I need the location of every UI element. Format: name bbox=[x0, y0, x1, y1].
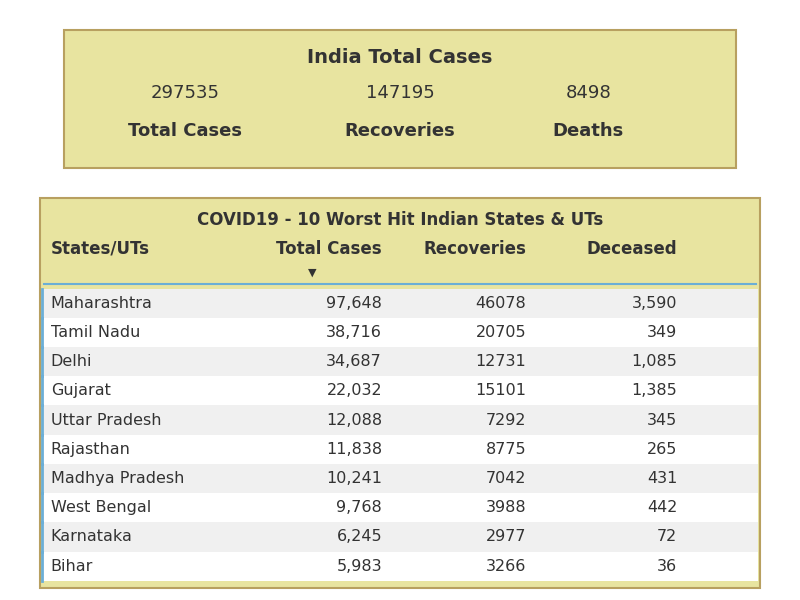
Text: 2977: 2977 bbox=[486, 529, 526, 544]
Text: 442: 442 bbox=[647, 500, 677, 515]
FancyBboxPatch shape bbox=[42, 464, 758, 493]
Text: 34,687: 34,687 bbox=[326, 354, 382, 369]
Text: 11,838: 11,838 bbox=[326, 442, 382, 457]
Text: 6,245: 6,245 bbox=[336, 529, 382, 544]
Text: Rajasthan: Rajasthan bbox=[51, 442, 130, 457]
Text: 349: 349 bbox=[647, 325, 677, 340]
Text: 7292: 7292 bbox=[486, 413, 526, 428]
Text: 38,716: 38,716 bbox=[326, 325, 382, 340]
FancyBboxPatch shape bbox=[42, 318, 758, 347]
Text: 3,590: 3,590 bbox=[632, 296, 677, 311]
Text: Gujarat: Gujarat bbox=[51, 383, 110, 398]
Text: 431: 431 bbox=[647, 471, 677, 486]
FancyBboxPatch shape bbox=[40, 198, 760, 588]
Text: Bihar: Bihar bbox=[51, 559, 93, 574]
Text: 1,085: 1,085 bbox=[631, 354, 677, 369]
Text: Deceased: Deceased bbox=[586, 240, 677, 258]
FancyBboxPatch shape bbox=[42, 551, 758, 581]
FancyBboxPatch shape bbox=[42, 376, 758, 406]
Text: 5,983: 5,983 bbox=[336, 559, 382, 574]
Text: 3988: 3988 bbox=[486, 500, 526, 515]
Text: Madhya Pradesh: Madhya Pradesh bbox=[51, 471, 184, 486]
FancyBboxPatch shape bbox=[42, 289, 758, 318]
Text: 20705: 20705 bbox=[475, 325, 526, 340]
Text: 46078: 46078 bbox=[475, 296, 526, 311]
Text: 10,241: 10,241 bbox=[326, 471, 382, 486]
Text: 7042: 7042 bbox=[486, 471, 526, 486]
FancyBboxPatch shape bbox=[42, 523, 758, 551]
Text: 8498: 8498 bbox=[566, 84, 611, 102]
Text: COVID19 - 10 Worst Hit Indian States & UTs: COVID19 - 10 Worst Hit Indian States & U… bbox=[197, 211, 603, 229]
Text: 297535: 297535 bbox=[150, 84, 219, 102]
Text: West Bengal: West Bengal bbox=[51, 500, 151, 515]
Text: 147195: 147195 bbox=[366, 84, 434, 102]
Text: Total Cases: Total Cases bbox=[276, 240, 382, 258]
Text: 3266: 3266 bbox=[486, 559, 526, 574]
Text: 345: 345 bbox=[647, 413, 677, 428]
Text: ▼: ▼ bbox=[308, 268, 317, 278]
Text: 72: 72 bbox=[657, 529, 677, 544]
Text: Recoveries: Recoveries bbox=[345, 122, 455, 140]
Text: 12,088: 12,088 bbox=[326, 413, 382, 428]
Text: Maharashtra: Maharashtra bbox=[51, 296, 153, 311]
Text: 22,032: 22,032 bbox=[326, 383, 382, 398]
Text: Total Cases: Total Cases bbox=[128, 122, 242, 140]
Text: 15101: 15101 bbox=[475, 383, 526, 398]
Text: Tamil Nadu: Tamil Nadu bbox=[51, 325, 140, 340]
Text: Delhi: Delhi bbox=[51, 354, 92, 369]
Text: 265: 265 bbox=[647, 442, 677, 457]
Text: India Total Cases: India Total Cases bbox=[307, 48, 493, 67]
Text: 8775: 8775 bbox=[486, 442, 526, 457]
FancyBboxPatch shape bbox=[42, 434, 758, 464]
Text: Recoveries: Recoveries bbox=[423, 240, 526, 258]
Text: Uttar Pradesh: Uttar Pradesh bbox=[51, 413, 162, 428]
FancyBboxPatch shape bbox=[64, 30, 736, 168]
Text: States/UTs: States/UTs bbox=[51, 240, 150, 258]
Text: Deaths: Deaths bbox=[553, 122, 624, 140]
Text: 12731: 12731 bbox=[475, 354, 526, 369]
FancyBboxPatch shape bbox=[42, 406, 758, 434]
Text: 97,648: 97,648 bbox=[326, 296, 382, 311]
Text: 9,768: 9,768 bbox=[336, 500, 382, 515]
FancyBboxPatch shape bbox=[42, 347, 758, 376]
Text: 1,385: 1,385 bbox=[631, 383, 677, 398]
FancyBboxPatch shape bbox=[42, 493, 758, 523]
Text: 36: 36 bbox=[657, 559, 677, 574]
Text: Karnataka: Karnataka bbox=[51, 529, 133, 544]
